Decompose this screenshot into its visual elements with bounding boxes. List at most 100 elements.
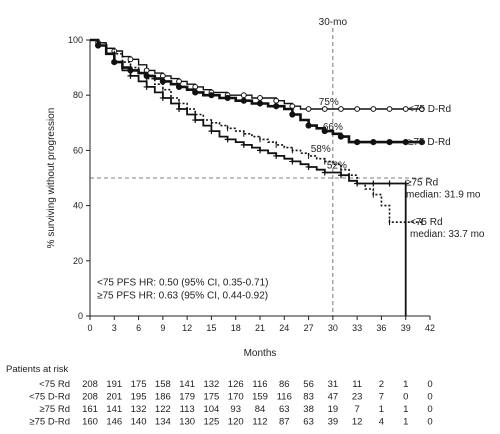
risk-cell: 158 [155,379,171,390]
censor-mark [192,117,199,124]
x-tick-label: 27 [304,323,314,333]
risk-cell: 1 [403,379,408,390]
y-tick-label: 40 [73,201,83,211]
x-tick-label: 30 [328,323,338,333]
risk-cell: 19 [328,404,339,415]
risk-cell: 159 [252,392,268,403]
series-end-label: median: 31.9 mo [406,190,481,201]
series-end-label: median: 33.7 mo [410,229,485,240]
series-line-0 [90,39,422,110]
risk-cell: 2 [379,379,384,390]
censor-mark [337,133,345,140]
censor-mark [337,172,344,179]
percent-annotation: 58% [311,144,331,155]
censor-mark [273,103,280,110]
censor-mark [354,106,361,112]
risk-cell: 191 [106,379,122,390]
x-tick-label: 24 [279,323,289,333]
y-tick-label: 100 [68,35,83,45]
y-tick-label: 80 [73,90,83,100]
risk-cell: 87 [279,417,290,428]
series-end-label: <75 D-Rd [408,104,451,115]
risk-cell: 120 [228,417,244,428]
risk-cell: 0 [427,404,432,415]
risk-cell: 56 [303,379,314,390]
risk-cell: 186 [155,392,171,403]
censor-mark [111,59,118,66]
risk-cell: 0 [427,392,432,403]
censor-mark [208,92,215,99]
censor-mark [321,106,328,112]
x-tick-label: 6 [136,323,141,333]
risk-cell: 125 [203,417,219,428]
risk-cell: 39 [328,417,339,428]
censor-mark [370,106,377,112]
x-tick-label: 9 [160,323,165,333]
x-tick-label: 12 [182,323,192,333]
percent-annotation: 52% [327,160,347,171]
series-line-2 [90,39,422,223]
risk-cell: 31 [328,379,339,390]
risk-cell: 112 [252,417,267,428]
risk-cell: 134 [155,417,171,428]
censor-mark [321,127,328,135]
risk-cell: 195 [131,392,147,403]
hazard-ratio-text: <75 PFS HR: 0.50 (95% CI, 0.35-0.71) ≥75 … [97,278,268,302]
risk-cell: 170 [228,392,244,403]
y-tick-label: 60 [73,145,83,155]
risk-cell: 83 [303,392,314,403]
censor-mark [95,42,102,49]
censor-mark [338,106,344,112]
hazard-ratio-line: <75 PFS HR: 0.50 (95% CI, 0.35-0.71) [97,278,268,289]
censor-mark [289,111,296,118]
risk-cell: 141 [179,379,195,390]
censor-mark [386,180,393,187]
censor-mark [305,163,312,170]
censor-mark [305,122,312,129]
censor-mark [208,128,215,135]
risk-row-label: <75 D-Rd [29,392,70,403]
censor-mark [159,94,166,101]
series-end-label: ≥75 D-Rd [408,137,451,148]
risk-cell: 175 [131,379,147,390]
risk-cell: 86 [279,379,290,390]
risk-cell: 63 [279,404,290,415]
risk-cell: 116 [277,392,292,403]
risk-cell: 140 [131,417,147,428]
percent-annotation: 75% [319,97,339,108]
risk-cell: 1 [403,417,408,428]
risk-cell: 93 [230,404,241,415]
risk-cell: 201 [106,392,122,403]
risk-row-label: ≥75 D-Rd [29,417,70,428]
censor-mark [256,100,264,107]
risk-cell: 126 [228,379,244,390]
risk-cell: 146 [106,417,122,428]
censor-mark [240,92,247,99]
censor-mark [224,136,231,143]
censor-mark [273,97,280,104]
risk-cell: 179 [179,392,195,403]
x-tick-label: 18 [231,323,241,333]
x-tick-label: 36 [376,323,386,333]
risk-cell: 1 [379,404,384,415]
censor-mark [418,139,426,146]
risk-cell: 113 [180,404,195,415]
x-tick-label: 15 [206,323,216,333]
censor-mark [402,180,409,187]
censor-mark [143,83,150,90]
risk-cell: 1 [403,404,408,415]
risk-cell: 23 [352,392,363,403]
censor-mark [127,56,134,63]
hazard-ratio-line: ≥75 PFS HR: 0.63 (95% CI, 0.44-0.92) [97,291,268,302]
risk-cell: 116 [252,379,267,390]
censor-mark [354,180,361,187]
risk-cell: 84 [255,404,266,415]
censor-mark [257,147,263,154]
censor-mark [386,106,393,112]
censor-mark [224,94,231,102]
censor-mark [354,139,361,146]
y-tick-label: 0 [78,311,83,321]
x-tick-label: 0 [87,323,92,333]
